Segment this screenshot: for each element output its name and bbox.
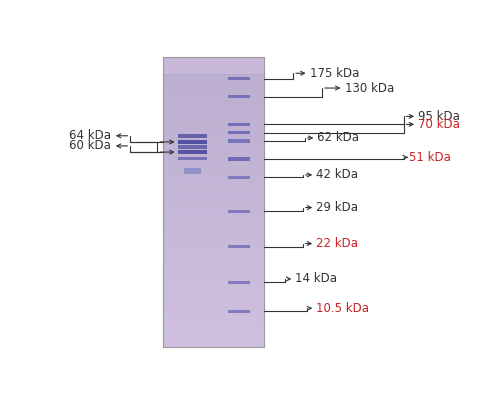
Bar: [184, 168, 201, 174]
Text: 95 kDa: 95 kDa: [418, 110, 460, 123]
Bar: [178, 157, 207, 160]
Text: 130 kDa: 130 kDa: [344, 82, 394, 94]
Bar: [228, 176, 250, 179]
Bar: [228, 95, 250, 98]
Text: 51 kDa: 51 kDa: [410, 151, 451, 164]
Bar: [228, 280, 250, 284]
Bar: [178, 146, 207, 149]
Bar: [228, 77, 250, 80]
Text: 10.5 kDa: 10.5 kDa: [316, 302, 370, 315]
Bar: [228, 123, 250, 126]
Bar: [178, 140, 207, 144]
Text: 22 kDa: 22 kDa: [316, 237, 358, 250]
Text: 64 kDa: 64 kDa: [69, 129, 111, 142]
Bar: [178, 134, 207, 138]
Bar: [228, 131, 250, 134]
Text: 175 kDa: 175 kDa: [310, 67, 359, 80]
Text: 62 kDa: 62 kDa: [318, 132, 360, 144]
Bar: [228, 140, 250, 142]
Text: 70 kDa: 70 kDa: [418, 118, 460, 131]
Bar: [163, 57, 264, 347]
Bar: [228, 310, 250, 313]
Bar: [228, 245, 250, 248]
Text: 29 kDa: 29 kDa: [316, 201, 358, 214]
Bar: [228, 157, 250, 161]
Text: 42 kDa: 42 kDa: [316, 168, 358, 181]
Text: 14 kDa: 14 kDa: [296, 272, 338, 286]
Bar: [228, 210, 250, 213]
Text: 60 kDa: 60 kDa: [69, 140, 111, 152]
Bar: [178, 150, 207, 154]
Bar: [163, 57, 264, 74]
